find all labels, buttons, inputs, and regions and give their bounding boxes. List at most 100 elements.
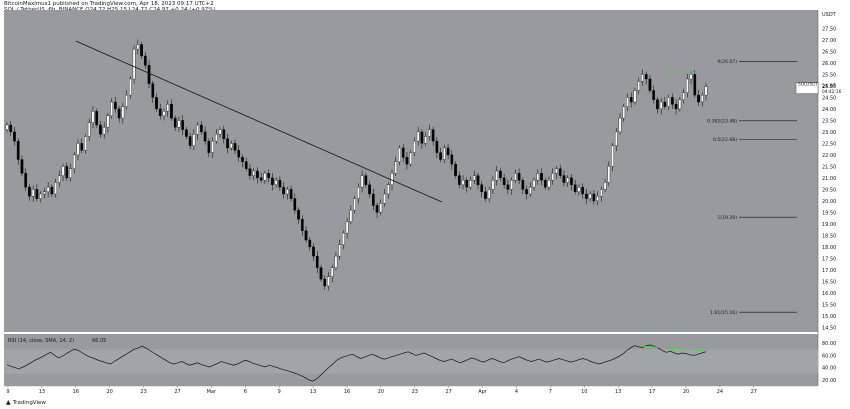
candle [181, 120, 185, 130]
candle [383, 193, 386, 204]
candle [420, 131, 424, 144]
candle [274, 180, 278, 185]
candle [588, 193, 592, 199]
candle [46, 186, 50, 192]
candle [596, 196, 599, 202]
candle [652, 90, 656, 100]
candle [457, 175, 461, 185]
candle [345, 221, 349, 234]
candle [69, 168, 72, 179]
candle [166, 104, 170, 112]
candle [271, 177, 274, 185]
candle [349, 209, 353, 222]
candle [330, 267, 334, 277]
x-tick-label: Mar [207, 389, 217, 395]
candle [570, 177, 573, 185]
candle [114, 101, 117, 110]
price-pane-background [4, 10, 818, 332]
candle [566, 177, 570, 183]
price-label-value: 24.97 [822, 84, 836, 90]
candle [521, 180, 525, 190]
candle [439, 152, 442, 160]
candle [469, 180, 472, 188]
fib-label: 0.382(23.48) [707, 119, 737, 125]
candle [700, 94, 704, 103]
candle [371, 193, 375, 206]
candle [237, 150, 241, 158]
candle [244, 161, 248, 169]
y-tick-label: 21.50 [822, 164, 836, 170]
candle [125, 94, 128, 107]
candle [9, 124, 13, 133]
candle [364, 175, 368, 185]
candle [487, 189, 491, 199]
candle [409, 152, 413, 165]
candle [140, 44, 143, 57]
candle [319, 267, 323, 280]
y-tick-label: 18.00 [822, 245, 836, 251]
candle [297, 209, 300, 220]
candle [233, 143, 237, 151]
y-tick-label: 27.00 [822, 38, 836, 44]
candle [20, 159, 24, 174]
candle [61, 166, 65, 176]
candle [641, 74, 644, 82]
candle [360, 175, 364, 188]
y-tick-label: 20.00 [822, 199, 836, 205]
x-tick-label: 16 [73, 389, 79, 395]
x-tick-label: 6 [244, 389, 247, 395]
candle [357, 186, 360, 199]
y-tick-label: 14.50 [822, 325, 836, 331]
candle [450, 154, 454, 165]
candle [416, 131, 420, 142]
rsi-axis: 80.00 60.00 40.00 20.00 [822, 341, 836, 384]
rsi-tick-label: 60.00 [822, 353, 836, 359]
candle [394, 161, 398, 174]
candle [413, 140, 416, 153]
candle [581, 186, 584, 195]
candle [368, 184, 371, 195]
y-tick-label: 16.50 [822, 279, 836, 285]
candle [502, 177, 506, 185]
candle [446, 147, 450, 156]
candle [644, 74, 648, 80]
candle [214, 134, 218, 142]
candle [461, 180, 465, 185]
candle [600, 189, 603, 197]
candle [106, 115, 110, 128]
x-tick-label: 20 [378, 389, 384, 395]
candle [506, 184, 510, 190]
y-tick-label: 16.00 [822, 291, 836, 297]
y-tick-label: 15.50 [822, 302, 836, 308]
candle [342, 232, 345, 245]
candle [525, 189, 528, 195]
candle [28, 186, 31, 197]
fib-label: 1(19.29) [717, 215, 737, 221]
candle [327, 276, 330, 287]
candle [278, 180, 282, 188]
y-tick-label: 19.50 [822, 210, 836, 216]
candle [84, 136, 87, 151]
candle [334, 255, 338, 268]
tradingview-logo[interactable]: ▲ TradingView [6, 399, 46, 406]
candle [102, 127, 106, 135]
y-tick-label: 26.00 [822, 61, 836, 67]
candle [514, 173, 517, 181]
x-axis: 9 13 16 20 23 27 Mar 6 9 13 16 20 23 27 Apr 4 7 10 13 17 20 2… [6, 386, 757, 395]
x-tick-label: 9 [6, 389, 9, 395]
candle [431, 129, 435, 142]
x-tick-label: 4 [515, 389, 518, 395]
y-tick-label: 25.00 [822, 84, 836, 90]
y-tick-label: 17.50 [822, 256, 836, 262]
candle [656, 99, 659, 110]
y-tick-label: 25.50 [822, 72, 836, 78]
candle [629, 97, 633, 103]
y-tick-label: 15.00 [822, 314, 836, 320]
candle [375, 205, 379, 213]
candle [121, 106, 125, 119]
candle [226, 138, 229, 149]
candle [592, 193, 596, 202]
x-tick-label: 20 [683, 389, 689, 395]
y-tick-label: 22.00 [822, 153, 836, 159]
